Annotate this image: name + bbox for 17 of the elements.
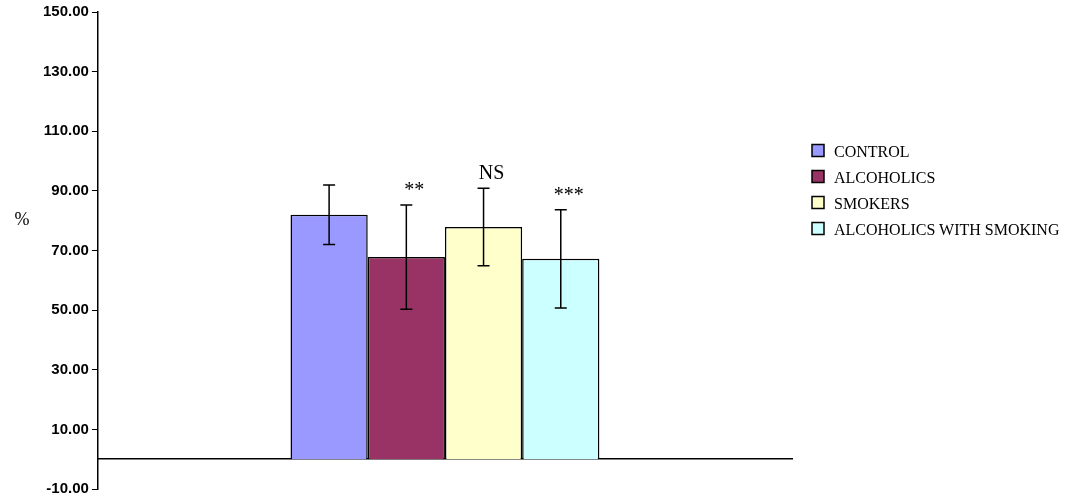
y-tick-label: 50.00 (51, 300, 89, 318)
y-axis-title: % (14, 209, 30, 230)
y-tick-label: -10.00 (46, 479, 89, 497)
y-tick-label: 110.00 (43, 121, 89, 139)
legend-label: ALCOHOLICS (834, 168, 936, 186)
legend-label: CONTROL (834, 142, 910, 160)
annotation: NS (478, 161, 505, 184)
legend-label: SMOKERS (834, 194, 910, 212)
annotation: *** (553, 182, 584, 205)
annotation: ** (404, 178, 425, 201)
y-tick-label: 130.00 (42, 61, 89, 79)
y-tick-label: 150.00 (42, 2, 89, 20)
y-tick-label: 30.00 (51, 359, 89, 377)
y-tick-label: 10.00 (51, 419, 89, 437)
y-tick-label: 70.00 (51, 240, 89, 258)
legend-label: ALCOHOLICS WITH SMOKING (834, 220, 1060, 238)
y-tick-label: 90.00 (51, 181, 89, 199)
